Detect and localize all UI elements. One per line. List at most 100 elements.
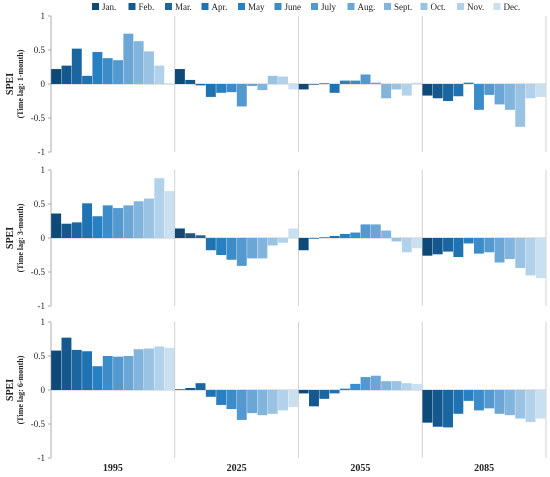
bar-2025-5 (216, 390, 227, 405)
bar-2055-5 (339, 233, 350, 238)
y-tick-label: 0.5 (34, 199, 46, 209)
bar-1995-8 (123, 356, 134, 390)
bar-2025-11 (278, 390, 288, 411)
bar-2055-7 (360, 377, 371, 390)
bar-2055-5 (339, 80, 350, 84)
y-tick-label: -1 (38, 453, 46, 463)
bar-2025-2 (185, 79, 196, 84)
y-tick-label: 1 (41, 317, 46, 327)
bar-2085-6 (474, 84, 484, 110)
bar-1995-7 (113, 356, 123, 390)
x-group-label: 2055 (350, 463, 370, 474)
bar-2085-11 (525, 84, 536, 99)
bar-2025-8 (247, 390, 258, 414)
bar-2055-7 (360, 224, 371, 238)
bar-2085-1 (422, 390, 433, 423)
legend-swatch-2 (128, 3, 136, 10)
bar-2025-3 (195, 383, 206, 390)
bar-2025-8 (247, 84, 258, 87)
bar-2055-8 (370, 375, 381, 390)
y-axis-title: SPEI (5, 73, 16, 95)
bar-2085-9 (504, 238, 515, 260)
bar-2055-7 (360, 74, 371, 84)
bar-1995-10 (144, 348, 154, 390)
bar-2055-11 (401, 84, 412, 96)
bar-2055-9 (381, 381, 392, 390)
bar-2055-9 (381, 230, 392, 238)
bar-2055-5 (339, 388, 350, 390)
bar-1995-5 (92, 366, 103, 390)
bar-2055-2 (309, 390, 319, 407)
bar-1995-11 (154, 346, 165, 390)
bar-1995-10 (144, 51, 154, 84)
legend-label: Nov. (467, 2, 484, 12)
bar-2085-3 (443, 84, 453, 101)
bar-2085-2 (432, 390, 443, 427)
legend-swatch-10 (420, 3, 428, 10)
bar-1995-2 (61, 65, 72, 84)
bar-2085-12 (535, 390, 546, 419)
bar-2055-12 (412, 383, 423, 390)
bar-1995-1 (51, 69, 62, 84)
bar-1995-2 (61, 223, 72, 238)
bar-2025-2 (185, 387, 196, 390)
panel-3: 1 0.5 0 -0.5 -1 SPEI (Time lag: 6-month) (5, 317, 547, 463)
legend-label: Sept. (394, 2, 412, 12)
y-tick-label: -0.5 (31, 419, 46, 429)
bar-2055-12 (412, 238, 423, 249)
y-tick-label: 0 (41, 233, 46, 243)
legend-label: Feb. (139, 2, 155, 12)
bar-1995-3 (71, 349, 82, 390)
bar-2085-11 (525, 390, 536, 422)
bar-1995-7 (113, 60, 123, 84)
bar-1995-9 (133, 349, 144, 390)
legend-swatch-4 (201, 3, 209, 10)
y-axis-subtitle: (Time lag: 6-month) (16, 355, 25, 424)
bar-2085-10 (515, 84, 526, 127)
bar-2025-1 (174, 389, 185, 390)
bar-2085-12 (535, 84, 546, 97)
bar-2025-10 (267, 75, 278, 84)
bar-2055-12 (412, 82, 423, 84)
bar-1995-12 (164, 191, 175, 238)
y-tick-label: 0.5 (34, 351, 46, 361)
bar-1995-6 (102, 58, 113, 84)
legend-swatch-9 (384, 3, 391, 10)
y-tick-label: 0 (41, 385, 46, 395)
legend-swatch-3 (165, 3, 172, 10)
y-tick-label: 0 (41, 79, 46, 89)
bar-2025-4 (205, 238, 216, 251)
legend-label: Dec. (504, 2, 521, 12)
bar-2055-1 (298, 390, 309, 394)
bar-2085-8 (494, 84, 505, 105)
bar-2025-10 (267, 390, 278, 414)
legend-label: Mar. (175, 2, 192, 12)
legend-swatch-11 (457, 3, 464, 10)
bar-2025-12 (288, 228, 299, 238)
bar-2085-7 (484, 390, 495, 409)
bar-2025-9 (257, 84, 268, 91)
bar-2085-10 (515, 390, 526, 419)
bar-2085-2 (432, 84, 443, 99)
bar-1995-2 (61, 337, 72, 390)
panel-2: 1 0.5 0 -0.5 -1 SPEI (Time lag: 3-month) (5, 165, 547, 311)
bar-1995-7 (113, 208, 123, 238)
legend-swatch-7 (311, 3, 318, 10)
bar-2025-6 (226, 238, 237, 260)
y-axis-subtitle: (Time lag: 1-month) (16, 49, 25, 118)
legend-label: Jan. (102, 2, 116, 12)
bar-1995-3 (71, 48, 82, 84)
bar-1995-1 (51, 213, 62, 238)
bar-2025-6 (226, 390, 237, 410)
bar-2025-3 (195, 84, 206, 86)
bar-1995-4 (82, 75, 93, 84)
bar-2055-4 (329, 84, 340, 93)
bar-1995-6 (102, 205, 113, 238)
y-axis-title: SPEI (5, 227, 16, 249)
panel-1: 1 0.5 0 -0.5 -1 SPEI (Time lag: 1-month) (5, 11, 547, 157)
bar-2025-10 (267, 238, 278, 246)
bar-2085-5 (463, 390, 474, 401)
bar-2085-7 (484, 84, 495, 95)
